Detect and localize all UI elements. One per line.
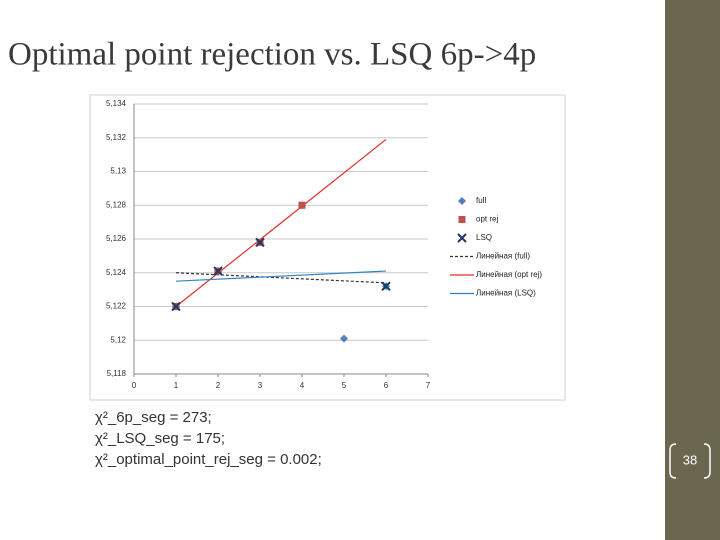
legend-label: opt rej bbox=[476, 215, 498, 224]
trend-line bbox=[175, 270, 387, 282]
x-tick-label: 7 bbox=[426, 381, 431, 390]
legend-label: Линейная (opt rej) bbox=[476, 270, 542, 279]
x-tick-label: 0 bbox=[132, 381, 137, 390]
y-tick-label: 5,118 bbox=[107, 369, 127, 378]
legend-swatch bbox=[457, 233, 467, 243]
chart-frame bbox=[89, 94, 566, 401]
y-tick-label: 5,126 bbox=[106, 234, 127, 243]
x-tick-label: 3 bbox=[258, 381, 263, 390]
slide-title: Optimal point rejection vs. LSQ 6p->4p bbox=[8, 37, 536, 73]
x-tick-label: 1 bbox=[174, 381, 179, 390]
x-tick-label: 2 bbox=[216, 381, 221, 390]
legend-label: LSQ bbox=[476, 233, 492, 242]
point bbox=[298, 201, 306, 209]
y-tick-label: 5,12 bbox=[110, 335, 126, 344]
y-tick-label: 5,13 bbox=[110, 167, 126, 176]
x-tick-label: 4 bbox=[300, 381, 305, 390]
y-tick-label: 5,122 bbox=[106, 302, 127, 311]
legend-label: full bbox=[476, 196, 486, 205]
point bbox=[171, 301, 181, 312]
page-number: 38 bbox=[683, 452, 697, 467]
page-bracket bbox=[669, 443, 711, 479]
legend-swatch bbox=[458, 197, 466, 205]
legend-label: Линейная (LSQ) bbox=[476, 289, 536, 298]
y-tick-label: 5,128 bbox=[106, 200, 127, 209]
trend-line bbox=[175, 138, 387, 307]
x-tick-label: 6 bbox=[384, 381, 389, 390]
point bbox=[255, 237, 265, 248]
y-tick-label: 5,134 bbox=[106, 99, 127, 108]
point bbox=[340, 334, 348, 343]
x-tick-label: 5 bbox=[342, 381, 347, 390]
point bbox=[213, 266, 223, 276]
trend-line bbox=[175, 272, 387, 284]
y-tick-label: 5,132 bbox=[106, 133, 127, 142]
point bbox=[381, 281, 391, 291]
note: χ²_LSQ_seg = 175; bbox=[95, 430, 225, 447]
side-strip bbox=[665, 0, 720, 540]
legend-swatch bbox=[458, 216, 466, 223]
y-tick-label: 5,124 bbox=[106, 268, 127, 277]
note: χ²_optimal_point_rej_seg = 0.002; bbox=[95, 451, 322, 468]
note: χ²_6p_seg = 273; bbox=[95, 409, 212, 426]
legend-label: Линейная (full) bbox=[476, 252, 530, 261]
